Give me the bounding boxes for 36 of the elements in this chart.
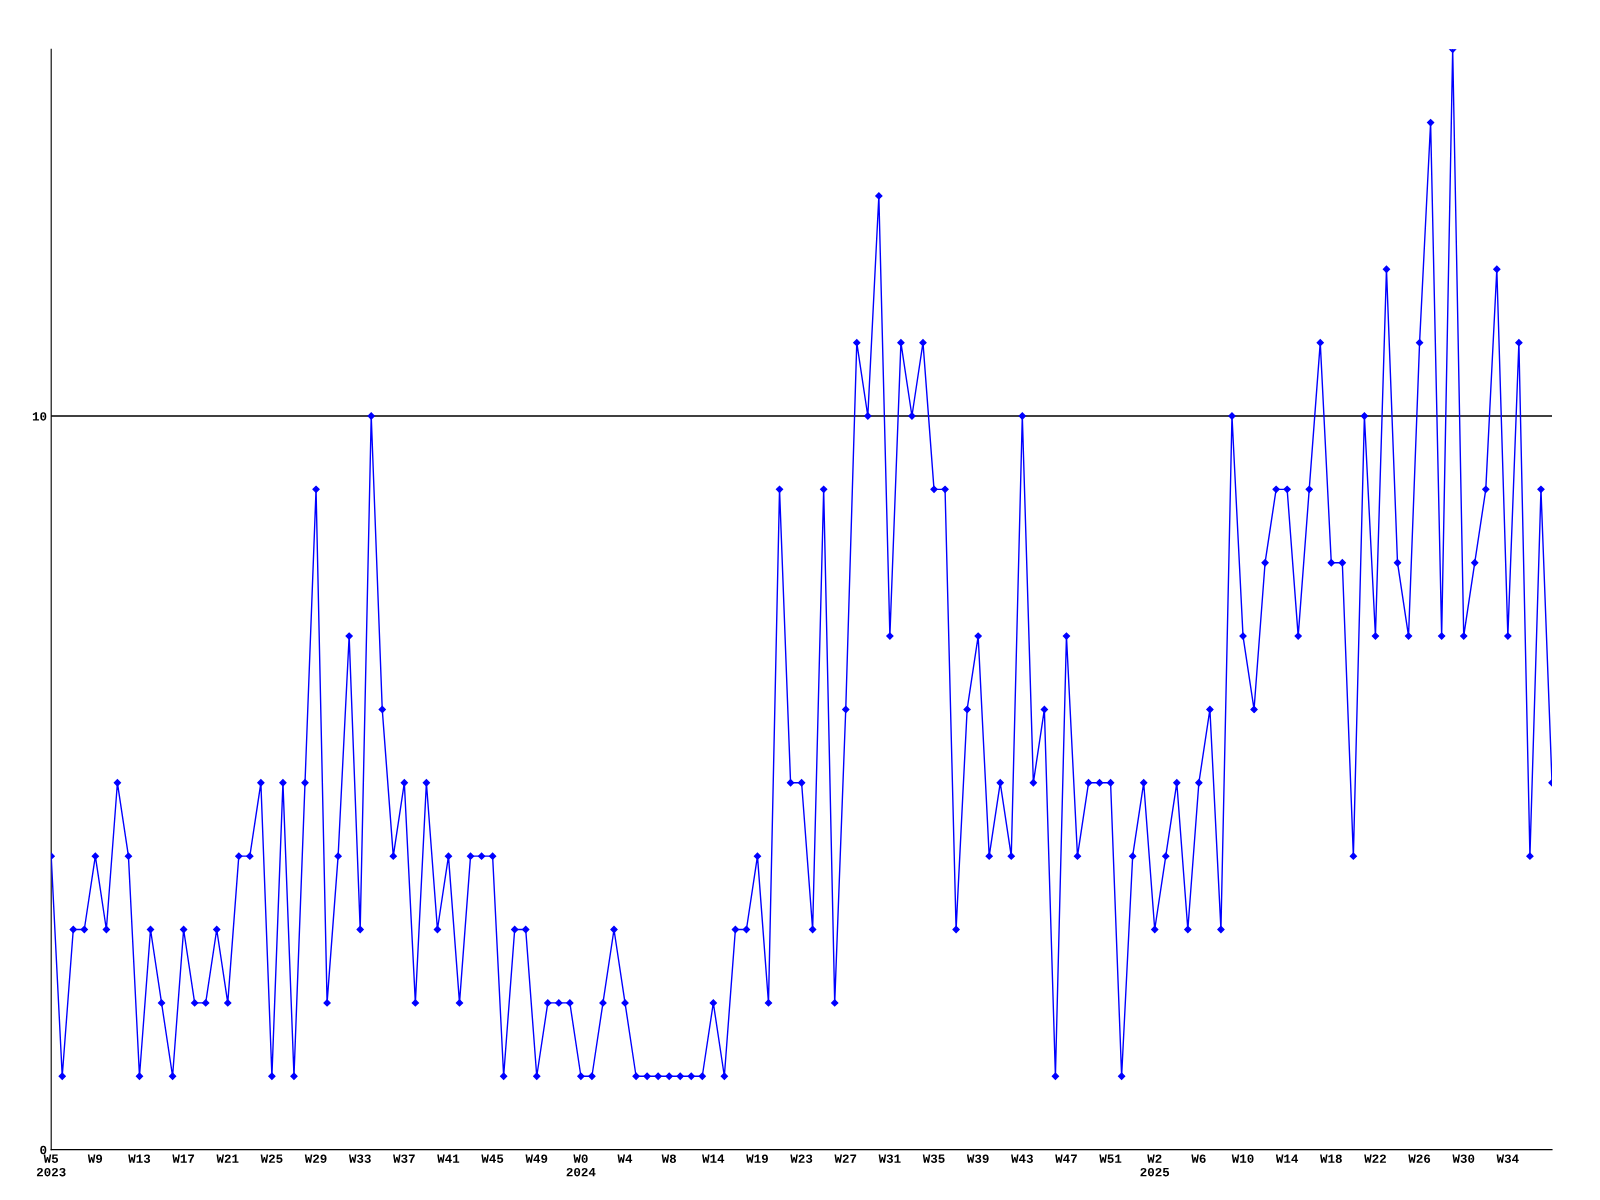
x-tick-label: W6	[1191, 1154, 1206, 1163]
x-tick-label: W17	[172, 1154, 195, 1163]
x-tick-label: W8	[661, 1154, 677, 1163]
x-tick-label: W31	[878, 1154, 901, 1163]
x-tick-label: W37	[393, 1154, 415, 1163]
x-tick-label: W30	[1452, 1154, 1475, 1163]
x-tick-label: W47	[1055, 1154, 1077, 1163]
x-tick-label: W43	[1011, 1154, 1033, 1163]
x-tick-label: W26	[1408, 1154, 1431, 1163]
x-tick-label: W10	[1231, 1154, 1254, 1163]
x-tick-label: W21	[216, 1154, 239, 1163]
x-tick-label: W14	[1275, 1154, 1299, 1163]
x-tick-label: W19	[746, 1154, 768, 1163]
x-tick-label: W18	[1320, 1154, 1342, 1163]
y-tick-label: 10	[32, 412, 47, 421]
x-tick-label: W51	[1099, 1154, 1122, 1163]
x-tick-label: W25	[260, 1154, 283, 1163]
x-tick-label: W0 2024	[566, 1154, 596, 1177]
x-tick-label: W9	[87, 1154, 103, 1163]
x-tick-label: W41	[437, 1154, 460, 1163]
x-tick-label: W45	[481, 1154, 504, 1163]
x-tick-label: W34	[1496, 1154, 1519, 1163]
x-tick-label: W2 2025	[1140, 1154, 1170, 1177]
x-tick-label: W22	[1364, 1154, 1386, 1163]
x-tick-label: W23	[790, 1154, 813, 1163]
x-tick-label: W13	[128, 1154, 151, 1163]
x-tick-label: W49	[525, 1154, 548, 1163]
x-tick-label: W29	[304, 1154, 327, 1163]
x-tick-label: W4	[617, 1154, 633, 1163]
x-tick-label: W5 2023	[36, 1154, 66, 1177]
x-tick-label: W39	[966, 1154, 989, 1163]
x-tick-label: W35	[922, 1154, 945, 1163]
x-tick-label: W14	[702, 1154, 725, 1163]
y-tick-label: 0	[40, 1145, 47, 1155]
x-tick-label: W27	[834, 1154, 857, 1163]
x-tick-label: W33	[348, 1154, 371, 1163]
